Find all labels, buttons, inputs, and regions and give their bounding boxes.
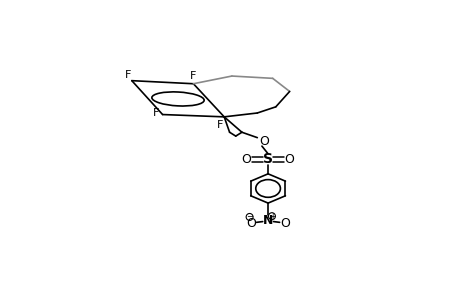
- Text: O: O: [241, 153, 251, 166]
- Text: S: S: [263, 152, 273, 166]
- Text: O: O: [259, 135, 269, 148]
- Text: F: F: [217, 119, 223, 130]
- Text: N: N: [263, 214, 273, 227]
- Text: −: −: [246, 212, 252, 221]
- Text: F: F: [190, 71, 196, 81]
- Text: O: O: [246, 217, 256, 230]
- Text: F: F: [153, 108, 159, 118]
- Text: O: O: [280, 217, 289, 230]
- Text: +: +: [268, 212, 274, 221]
- Text: O: O: [284, 153, 294, 166]
- Text: F: F: [124, 70, 131, 80]
